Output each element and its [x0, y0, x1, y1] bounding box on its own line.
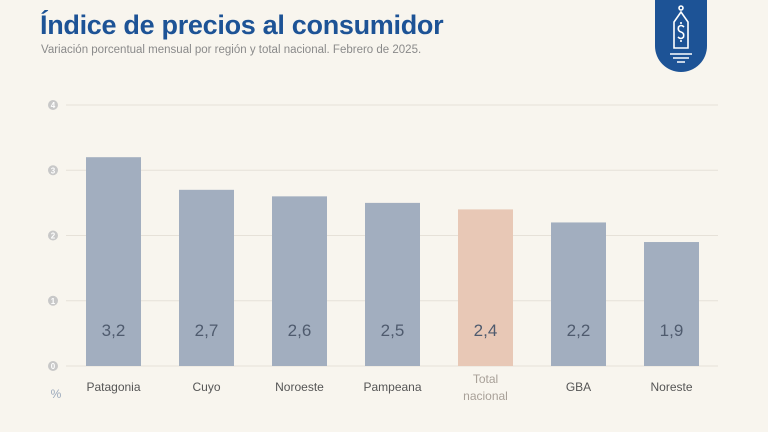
y-tick-label: 0 — [51, 362, 56, 371]
price-tag-badge — [655, 0, 707, 72]
bar-cuyo — [179, 189, 234, 366]
bar-gba — [551, 222, 606, 366]
y-tick-label: 2 — [51, 232, 56, 241]
x-tick-label: Patagonia — [86, 380, 140, 394]
y-tick-label: 1 — [51, 297, 56, 306]
bar-noreste — [644, 242, 699, 366]
y-tick-marker — [48, 100, 58, 110]
data-label: 2,5 — [381, 321, 405, 340]
bar-noroeste — [272, 196, 327, 366]
data-label: 2,2 — [567, 321, 591, 340]
chart-title: Índice de precios al consumidor — [40, 10, 444, 40]
data-label: 2,7 — [195, 321, 219, 340]
x-tick-label: Noroeste — [275, 380, 324, 394]
x-tick-label: Total — [473, 372, 498, 386]
data-label: 3,2 — [102, 321, 126, 340]
x-tick-label: GBA — [566, 380, 591, 394]
x-tick-label: Pampeana — [363, 380, 421, 394]
bar-patagonia — [86, 157, 141, 366]
y-tick-label: 4 — [51, 101, 56, 110]
y-tick-marker — [48, 230, 58, 241]
y-tick-marker — [48, 165, 58, 176]
y-axis-label: % — [51, 387, 62, 401]
bar-pampeana — [365, 202, 420, 366]
y-tick-marker — [48, 361, 58, 371]
y-tick-marker — [48, 295, 58, 306]
data-label: 2,6 — [288, 321, 312, 340]
x-tick-label: Noreste — [650, 380, 692, 394]
x-tick-label: nacional — [463, 389, 508, 403]
x-tick-label: Cuyo — [192, 380, 220, 394]
data-label: 1,9 — [660, 321, 684, 340]
y-tick-label: 3 — [51, 166, 56, 175]
data-label: 2,4 — [474, 321, 498, 340]
price-tag-dollar-icon — [670, 5, 692, 63]
chart-subtitle: Variación porcentual mensual por región … — [41, 44, 422, 56]
bar-total-nacional — [458, 209, 513, 366]
